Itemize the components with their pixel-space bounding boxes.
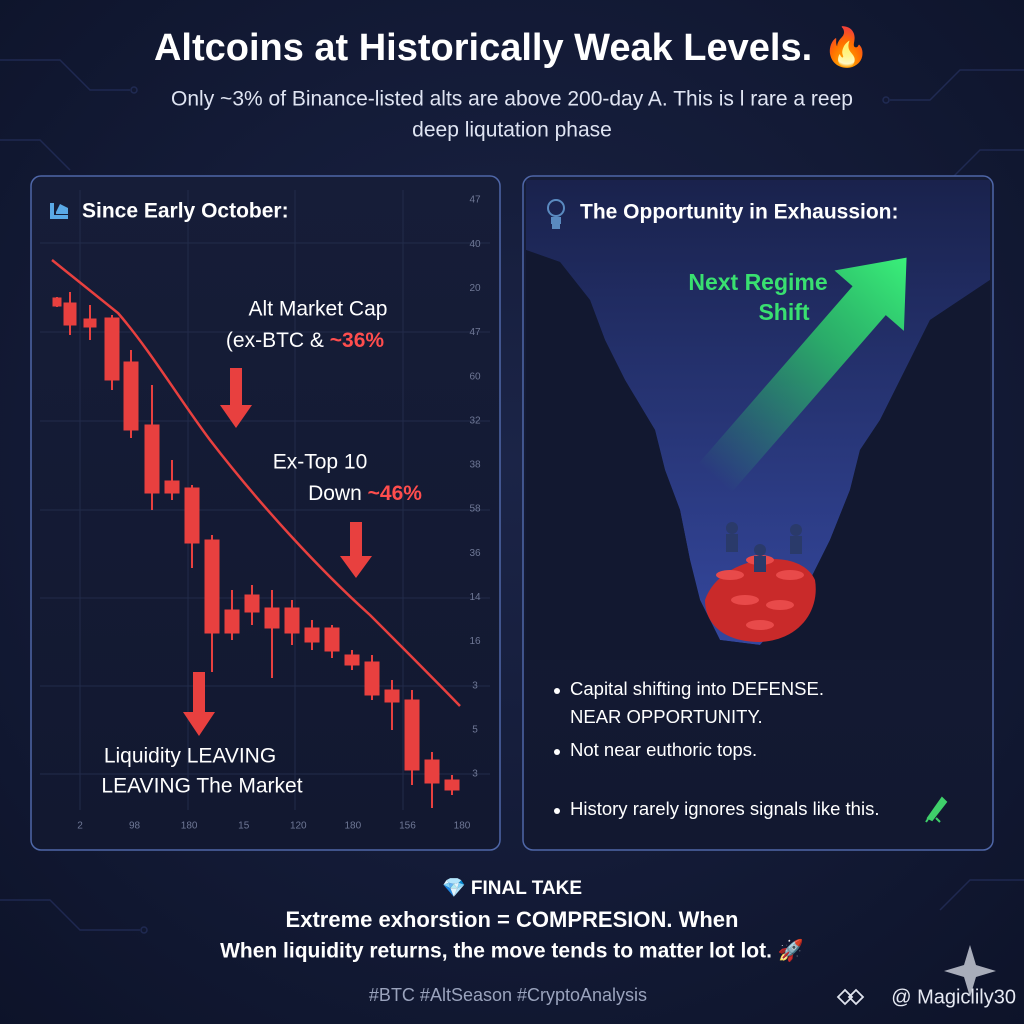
- callout: Shift: [758, 299, 809, 325]
- y-axis-label: 3: [472, 680, 478, 691]
- annotation: Down ~46%: [308, 482, 422, 505]
- final-line: Extreme exhorstion = COMPRESION. When: [286, 907, 739, 932]
- down-arrows: [183, 368, 372, 736]
- handle-logo: [836, 988, 865, 1006]
- handle: @ Magiclily30: [891, 986, 1016, 1008]
- y-axis-label: 32: [469, 415, 481, 426]
- circuit-decor: [0, 59, 1024, 934]
- y-axis: 47 40 20 47 60 32 38 58 36 14 16 3 5 3: [469, 195, 481, 780]
- annotation-highlight: ~36%: [330, 329, 385, 352]
- callout: Next Regime: [688, 269, 827, 295]
- sparkle: [944, 945, 996, 997]
- bullet-text: History rarely ignores signals like this…: [570, 798, 879, 819]
- canyon-walls: [526, 250, 990, 660]
- bulb-icon: [547, 199, 565, 229]
- left-panel: [30, 175, 501, 851]
- y-axis-label: 16: [469, 636, 481, 647]
- annotation-text: (ex-BTC &: [226, 329, 324, 352]
- subtitle: Only ~3% of Binance-listed alts are abov…: [171, 88, 853, 111]
- coin-pile: [705, 522, 816, 642]
- bullet-text: Capital shifting into DEFENSE.: [570, 678, 824, 699]
- x-axis-label: 180: [181, 821, 198, 832]
- bullet-text: Not near euthoric tops.: [570, 739, 757, 760]
- annotation: Alt Market Cap: [249, 298, 388, 321]
- rocket-icon: [925, 796, 948, 823]
- annotation: (ex-BTC & ~36%: [226, 329, 384, 352]
- annotation-highlight: ~46%: [368, 482, 423, 505]
- annotation: Liquidity LEAVING: [104, 745, 276, 768]
- y-axis-label: 14: [469, 592, 481, 603]
- y-axis-label: 38: [469, 460, 481, 471]
- panel-title: The Opportunity in Exhaussion:: [580, 201, 899, 224]
- annotation: Ex-Top 10: [273, 451, 368, 474]
- y-axis-label: 36: [469, 548, 481, 559]
- x-axis-label: 2: [77, 821, 83, 832]
- panel-title: Since Early October:: [82, 200, 289, 223]
- final-heading: 💎 FINAL TAKE: [442, 877, 582, 899]
- y-axis-label: 5: [472, 724, 478, 735]
- y-axis-label: 47: [469, 327, 481, 338]
- y-axis-label: 20: [469, 283, 481, 294]
- hashtags: #BTC #AltSeason #CryptoAnalysis: [369, 985, 647, 1005]
- annotation-text: Down: [308, 482, 362, 505]
- trend-line: [51, 259, 461, 707]
- annotation: LEAVING The Market: [101, 775, 302, 798]
- chart-icon: [50, 203, 68, 219]
- final-line: When liquidity returns, the move tends t…: [220, 938, 804, 963]
- candles: [52, 292, 460, 808]
- y-axis-label: 3: [472, 769, 478, 780]
- x-axis-label: 120: [290, 821, 307, 832]
- bullet-text: NEAR OPPORTUNITY.: [570, 706, 763, 727]
- subtitle: deep liqutation phase: [412, 119, 612, 142]
- x-axis-label: 98: [129, 821, 141, 832]
- y-axis-label: 58: [469, 504, 481, 515]
- x-axis-label: 180: [345, 821, 362, 832]
- bullet-dots: [554, 688, 560, 814]
- y-axis-label: 47: [469, 195, 481, 206]
- x-axis-label: 15: [238, 821, 250, 832]
- y-axis-label: 40: [469, 239, 481, 250]
- x-axis-label: 156: [399, 821, 416, 832]
- regime-arrow: [698, 257, 907, 493]
- y-axis-label: 60: [469, 371, 481, 382]
- title: Altcoins at Historically Weak Levels. 🔥: [154, 25, 870, 69]
- x-axis-label: 180: [454, 821, 471, 832]
- x-axis: 2 98 180 15 120 180 156 180: [77, 821, 471, 832]
